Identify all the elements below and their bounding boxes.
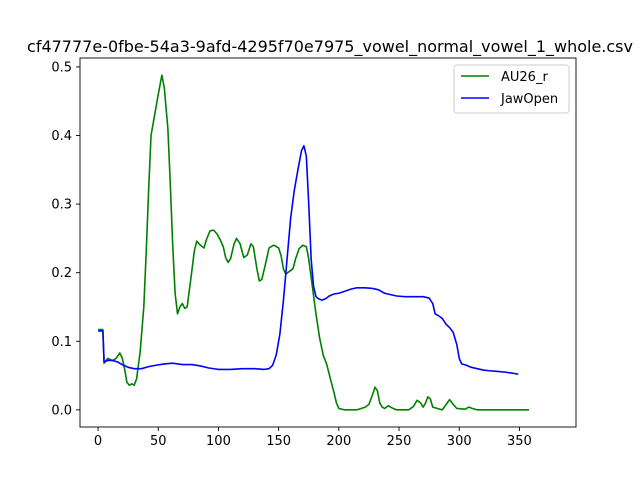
y-tick-label: 0.2 [51, 266, 72, 281]
series-line-au26-r [98, 74, 530, 411]
x-tick-label: 50 [150, 434, 167, 449]
y-tick-label: 0.4 [51, 129, 72, 144]
series-line-jawopen [98, 144, 519, 375]
legend-label: AU26_r [501, 70, 548, 85]
legend-box [453, 64, 570, 114]
x-tick-label: 100 [206, 434, 231, 449]
y-tick-label: 0.1 [51, 335, 72, 350]
plot-frame [79, 57, 577, 428]
x-tick-label: 150 [266, 434, 291, 449]
series-layer [98, 74, 530, 411]
legend: AU26_r JawOpen [453, 64, 570, 114]
x-tick-label: 0 [94, 434, 102, 449]
x-tick-label: 300 [447, 434, 472, 449]
x-tick-label: 250 [387, 434, 412, 449]
y-tick-label: 0.3 [51, 198, 72, 213]
x-tick-label: 200 [326, 434, 351, 449]
axis-layer: 0 50 100 150 200 250 300 350 0.0 0.1 0.2 0.3 0.4 0.5 [51, 57, 577, 449]
y-tick-label: 0.0 [51, 403, 72, 418]
x-tick-label: 350 [507, 434, 532, 449]
chart-title: cf47777e-0fbe-54a3-9afd-4295f70e7975_vow… [27, 37, 633, 57]
y-tick-label: 0.5 [51, 60, 72, 75]
legend-label: JawOpen [500, 92, 558, 107]
